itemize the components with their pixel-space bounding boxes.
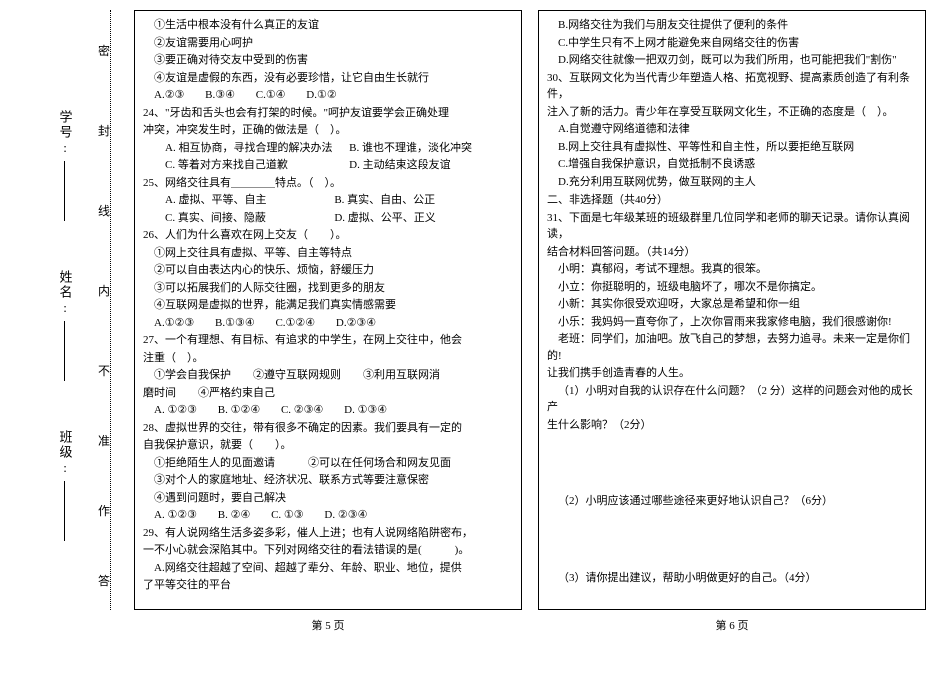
options-row: A. 相互协商，寻找合理的解决办法 B. 谁也不理谁，淡化冲突: [143, 140, 513, 157]
opt: D. ②③④: [324, 507, 367, 524]
text: ①拒绝陌生人的见面邀请 ②可以在任何场合和网友见面: [143, 455, 513, 472]
opt: A. ①②③: [154, 402, 197, 419]
opt: A.①②③: [154, 315, 194, 332]
text: ②友谊需要用心呵护: [143, 35, 513, 52]
text: ④互联网是虚拟的世界，能满足我们真实情感需要: [143, 297, 513, 314]
q27: 注重（ ）。: [143, 350, 513, 367]
text: ②可以自由表达内心的快乐、烦恼，舒缓压力: [143, 262, 513, 279]
sub-question-1: 生什么影响？（2分）: [547, 417, 917, 434]
name-text: 姓名:: [58, 270, 73, 317]
page-number-6: 第 6 页: [538, 618, 926, 635]
opt: D.网络交往就像一把双刃剑，既可以为我们所用，也可能把我们"割伤": [547, 52, 917, 69]
sub-question-1: （1）小明对自我的认识存在什么问题？（2 分）这样的问题会对他的成长产: [547, 383, 917, 416]
text: 磨时间 ④严格约束自己: [143, 385, 513, 402]
opt: B.网上交往具有虚拟性、平等性和自主性，所以要拒绝互联网: [547, 139, 917, 156]
options-row: C. 等着对方来找自己道歉 D. 主动结束这段友谊: [143, 157, 513, 174]
id-text: 学号:: [58, 110, 73, 157]
opt: D.充分利用互联网优势，做互联网的主人: [547, 174, 917, 191]
section-2-heading: 二、非选择题（共40分）: [547, 192, 917, 209]
opt: D.②③④: [336, 315, 376, 332]
q24: 24、"牙齿和舌头也会有打架的时候。"呵护友谊要学会正确处理: [143, 105, 513, 122]
options-row: A.②③ B.③④ C.①④ D.①②: [143, 87, 513, 104]
opt: A. 虚拟、平等、自主: [154, 192, 332, 209]
margin-char: 准: [98, 432, 110, 450]
page-5: ①生活中根本没有什么真正的友谊 ②友谊需要用心呵护 ③要正确对待交友中受到的伤害…: [134, 10, 522, 610]
margin-char: 答: [98, 572, 110, 590]
q30: 30、互联网文化为当代青少年塑造人格、拓宽视野、提高素质创造了有利条件，: [547, 70, 917, 103]
binding-sidebar: 密 封 线 内 不 准 作 答 班级: 姓名: 学号:: [0, 0, 130, 620]
margin-char: 不: [98, 362, 110, 380]
chat-line: 让我们携手创造青春的人生。: [547, 365, 917, 382]
opt: B. ①②④: [218, 402, 260, 419]
page-6: B.网络交往为我们与朋友交往提供了便利的条件 C.中学生只有不上网才能避免来自网…: [538, 10, 926, 610]
margin-char: 密: [98, 42, 110, 60]
margin-char: 封: [98, 122, 110, 140]
opt: A.网络交往超越了空间、超越了辈分、年龄、职业、地位，提供: [143, 560, 513, 577]
opt: B.①③④: [215, 315, 255, 332]
q24: 冲突，冲突发生时，正确的做法是（ ）。: [143, 122, 513, 139]
opt: C.①②④: [275, 315, 315, 332]
name-label: 姓名:: [55, 270, 75, 381]
sub-question-3: （3）请你提出建议，帮助小明做更好的自己。（4分）: [547, 570, 917, 587]
text: ④友谊是虚假的东西，没有必要珍惜，让它自由生长就行: [143, 70, 513, 87]
dotted-fold-line: [110, 10, 111, 610]
options-row: C. 真实、间接、隐蔽 D. 虚拟、公平、正义: [143, 210, 513, 227]
chat-line: 小新：其实你很受欢迎呀，大家总是希望和你一组: [547, 296, 917, 313]
opt: D.①②: [306, 87, 336, 104]
opt: C. 真实、间接、隐蔽: [154, 210, 332, 227]
text: ④遇到问题时，要自己解决: [143, 490, 513, 507]
text: ③对个人的家庭地址、经济状况、联系方式等要注意保密: [143, 472, 513, 489]
opt: C. 等着对方来找自己道歉: [154, 157, 346, 174]
q27: 27、一个有理想、有目标、有追求的中学生，在网上交往中，他会: [143, 332, 513, 349]
chat-line: 小明：真郁闷，考试不理想。我真的很笨。: [547, 261, 917, 278]
options-row: A.①②③ B.①③④ C.①②④ D.②③④: [143, 315, 513, 332]
options-row: A. ①②③ B. ②④ C. ①③ D. ②③④: [143, 507, 513, 524]
chat-line: 老班：同学们，加油吧。放飞自己的梦想，去努力追寻。未来一定是你们的!: [547, 331, 917, 364]
text: ③要正确对待交友中受到的伤害: [143, 52, 513, 69]
opt: A. 相互协商，寻找合理的解决办法: [154, 140, 346, 157]
opt: C. ②③④: [281, 402, 323, 419]
chat-line: 小乐：我妈妈一直夸你了，上次你冒雨来我家修电脑，我们很感谢你!: [547, 314, 917, 331]
opt: A. ①②③: [154, 507, 197, 524]
opt: D. 主动结束这段友谊: [349, 159, 450, 171]
margin-char: 作: [98, 502, 110, 520]
opt: A.自觉遵守网络道德和法律: [547, 121, 917, 138]
opt: C. ①③: [271, 507, 304, 524]
options-row: A. ①②③ B. ①②④ C. ②③④ D. ①③④: [143, 402, 513, 419]
opt: B.网络交往为我们与朋友交往提供了便利的条件: [547, 17, 917, 34]
id-label: 学号:: [55, 110, 75, 221]
q30: 注入了新的活力。青少年在享受互联网文化生，不正确的态度是（ ）。: [547, 104, 917, 121]
text: ①网上交往具有虚拟、平等、自主等特点: [143, 245, 513, 262]
q31: 31、下面是七年级某班的班级群里几位同学和老师的聊天记录。请你认真阅读，: [547, 210, 917, 243]
opt: B. 真实、自由、公正: [334, 194, 435, 206]
opt: B.③④: [205, 87, 235, 104]
margin-char: 线: [98, 202, 110, 220]
class-label: 班级:: [55, 430, 75, 541]
chat-line: 小立：你挺聪明的，班级电脑坏了，哪次不是你搞定。: [547, 279, 917, 296]
q28: 自我保护意识，就要（ ）。: [143, 437, 513, 454]
page-number-5: 第 5 页: [134, 618, 522, 635]
text: ③可以拓展我们的人际交往圈，找到更多的朋友: [143, 280, 513, 297]
opt: B. 谁也不理谁，淡化冲突: [349, 142, 472, 154]
text: ①生活中根本没有什么真正的友谊: [143, 17, 513, 34]
text: ①学会自我保护 ②遵守互联网规则 ③利用互联网消: [143, 367, 513, 384]
class-text: 班级:: [58, 430, 73, 477]
q28: 28、虚拟世界的交往，带有很多不确定的因素。我们要具有一定的: [143, 420, 513, 437]
q31: 结合材料回答问题。（共14分）: [547, 244, 917, 261]
sub-question-2: （2）小明应该通过哪些途径来更好地认识自己？（6分）: [547, 493, 917, 510]
opt: D. ①③④: [344, 402, 387, 419]
opt: A.②③: [154, 87, 184, 104]
opt: C.中学生只有不上网才能避免来自网络交往的伤害: [547, 35, 917, 52]
q29: 29、有人说网络生活多姿多彩，催人上进；也有人说网络陷阱密布，: [143, 525, 513, 542]
options-row: A. 虚拟、平等、自主 B. 真实、自由、公正: [143, 192, 513, 209]
margin-char: 内: [98, 282, 110, 300]
opt: B. ②④: [218, 507, 251, 524]
q29: 一不小心就会深陷其中。下列对网络交往的看法错误的是( )。: [143, 542, 513, 559]
q25: 25、网络交往具有＿＿＿＿特点。（ ）。: [143, 175, 513, 192]
opt: 了平等交往的平台: [143, 577, 513, 594]
opt: D. 虚拟、公平、正义: [334, 212, 435, 224]
opt: C.增强自我保护意识，自觉抵制不良诱惑: [547, 156, 917, 173]
q26: 26、人们为什么喜欢在网上交友（ ）。: [143, 227, 513, 244]
opt: C.①④: [256, 87, 286, 104]
